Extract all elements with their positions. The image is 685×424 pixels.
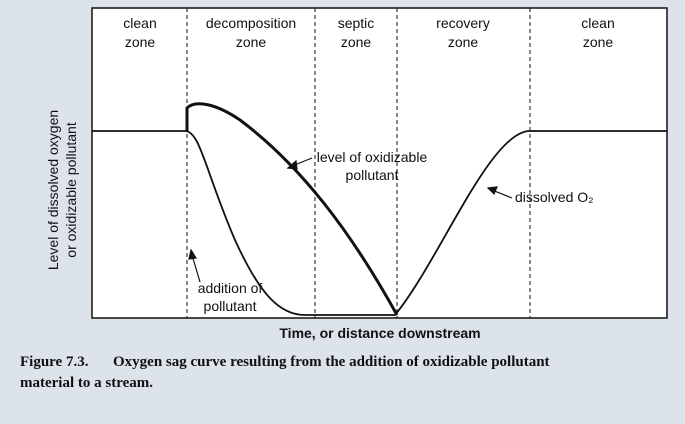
zone-label: decomposition	[206, 15, 296, 31]
zone-label: clean	[581, 15, 614, 31]
annotation: pollutant	[346, 167, 399, 183]
zone-label: zone	[125, 34, 156, 50]
zone-label: zone	[236, 34, 267, 50]
caption-label: Figure 7.3.	[20, 354, 89, 370]
zone-label: zone	[341, 34, 372, 50]
zone-dividers	[186, 8, 531, 318]
zone-label: clean	[123, 15, 156, 31]
x-axis-label: Time, or distance downstream	[279, 325, 480, 341]
oxygen-curve	[92, 130, 667, 316]
zone-label: zone	[583, 34, 614, 50]
y-axis-label: or oxidizable pollutant	[63, 122, 79, 258]
annotation: dissolved O₂	[515, 189, 594, 205]
zone-label: recovery	[436, 15, 490, 31]
zone-label: septic	[338, 15, 375, 31]
caption: material to a stream.	[20, 375, 153, 391]
annotation: addition of	[198, 280, 263, 296]
arrows	[188, 157, 513, 283]
plot-frame	[91, 7, 668, 319]
pollutant-curve	[185, 102, 399, 316]
zone-label: zone	[448, 34, 479, 50]
annotation: level of oxidizable	[317, 149, 428, 165]
caption: Oxygen sag curve resulting from the addi…	[113, 354, 550, 370]
y-axis-label: Level of dissolved oxygen	[45, 110, 61, 270]
annotation: pollutant	[204, 298, 257, 314]
